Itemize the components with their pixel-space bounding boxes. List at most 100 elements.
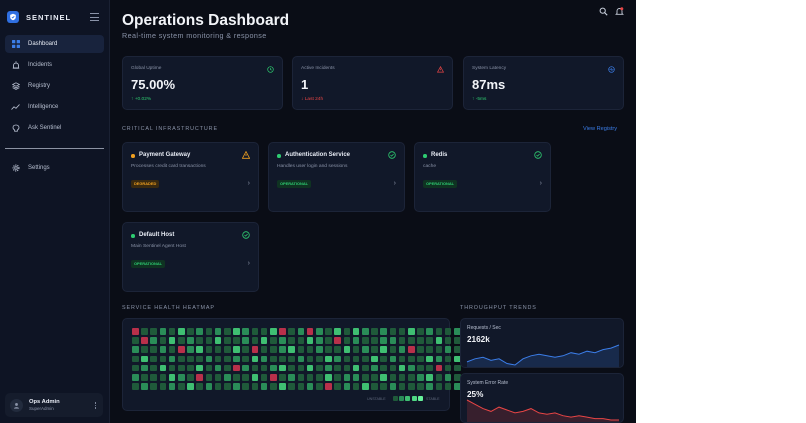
heatmap-cell[interactable] — [398, 364, 406, 372]
heatmap-cell[interactable] — [242, 328, 249, 335]
heatmap-cell[interactable] — [141, 328, 148, 335]
heatmap-cell[interactable] — [306, 355, 314, 363]
heatmap-cell[interactable] — [389, 328, 397, 335]
heatmap-cell[interactable] — [251, 364, 259, 372]
heatmap-cell[interactable] — [389, 383, 397, 390]
heatmap-cell[interactable] — [260, 337, 268, 344]
heatmap-cell[interactable] — [159, 328, 167, 335]
heatmap-cell[interactable] — [398, 346, 406, 353]
heatmap-cell[interactable] — [352, 355, 360, 363]
heatmap-cell[interactable] — [325, 364, 332, 372]
heatmap-cell[interactable] — [205, 337, 213, 344]
heatmap-cell[interactable] — [306, 374, 314, 381]
heatmap-cell[interactable] — [141, 383, 148, 390]
heatmap-cell[interactable] — [214, 346, 222, 353]
heatmap-cell[interactable] — [205, 346, 213, 353]
heatmap-cell[interactable] — [132, 337, 139, 344]
heatmap-cell[interactable] — [352, 346, 360, 353]
service-card-default-host[interactable]: Default Host Main Sentinel Agent Host OP… — [122, 222, 259, 292]
heatmap-cell[interactable] — [325, 355, 332, 363]
heatmap-cell[interactable] — [233, 374, 240, 381]
heatmap-cell[interactable] — [316, 337, 323, 344]
heatmap-cell[interactable] — [352, 337, 360, 344]
heatmap-cell[interactable] — [270, 337, 277, 344]
chevron-right-icon[interactable]: › — [539, 180, 542, 187]
heatmap-cell[interactable] — [435, 383, 443, 390]
heatmap-cell[interactable] — [150, 364, 157, 372]
heatmap-cell[interactable] — [178, 374, 185, 381]
heatmap-cell[interactable] — [371, 355, 378, 363]
heatmap-cell[interactable] — [306, 346, 314, 353]
heatmap-cell[interactable] — [214, 383, 222, 390]
heatmap-cell[interactable] — [260, 364, 268, 372]
heatmap-cell[interactable] — [435, 374, 443, 381]
heatmap-cell[interactable] — [224, 383, 231, 390]
heatmap-cell[interactable] — [260, 383, 268, 390]
search-icon[interactable] — [598, 6, 608, 16]
hamburger-menu-icon[interactable] — [90, 13, 99, 21]
heatmap-cell[interactable] — [343, 355, 351, 363]
heatmap-cell[interactable] — [159, 346, 167, 353]
heatmap-cell[interactable] — [214, 374, 222, 381]
heatmap-cell[interactable] — [242, 364, 249, 372]
heatmap-cell[interactable] — [224, 346, 231, 353]
heatmap-cell[interactable] — [224, 364, 231, 372]
sidebar-item-registry[interactable]: Registry — [5, 77, 104, 95]
heatmap-cell[interactable] — [159, 374, 167, 381]
heatmap-cell[interactable] — [260, 346, 268, 353]
heatmap-cell[interactable] — [279, 328, 286, 335]
heatmap-cell[interactable] — [168, 383, 176, 390]
heatmap-cell[interactable] — [408, 328, 415, 335]
heatmap-cell[interactable] — [288, 374, 295, 381]
heatmap-cell[interactable] — [132, 346, 139, 353]
heatmap-cell[interactable] — [444, 374, 452, 381]
heatmap-cell[interactable] — [325, 328, 332, 335]
heatmap-cell[interactable] — [242, 337, 249, 344]
heatmap-cell[interactable] — [150, 355, 157, 363]
heatmap-cell[interactable] — [178, 328, 185, 335]
heatmap-cell[interactable] — [343, 337, 351, 344]
heatmap-cell[interactable] — [417, 383, 424, 390]
heatmap-cell[interactable] — [362, 346, 369, 353]
heatmap-cell[interactable] — [435, 364, 443, 372]
heatmap-cell[interactable] — [178, 355, 185, 363]
sidebar-item-ask-sentinel[interactable]: Ask Sentinel — [5, 119, 104, 137]
view-registry-link[interactable]: View Registry — [583, 126, 618, 132]
heatmap-cell[interactable] — [141, 364, 148, 372]
heatmap-cell[interactable] — [398, 355, 406, 363]
heatmap-cell[interactable] — [168, 346, 176, 353]
heatmap-cell[interactable] — [242, 355, 249, 363]
heatmap-cell[interactable] — [168, 355, 176, 363]
heatmap-cell[interactable] — [233, 383, 240, 390]
heatmap-cell[interactable] — [288, 364, 295, 372]
heatmap-cell[interactable] — [150, 346, 157, 353]
heatmap-cell[interactable] — [398, 383, 406, 390]
heatmap-cell[interactable] — [288, 355, 295, 363]
heatmap-cell[interactable] — [233, 328, 240, 335]
heatmap-cell[interactable] — [306, 383, 314, 390]
heatmap-cell[interactable] — [316, 355, 323, 363]
heatmap-cell[interactable] — [288, 337, 295, 344]
chevron-right-icon[interactable]: › — [393, 180, 396, 187]
heatmap-cell[interactable] — [316, 383, 323, 390]
heatmap-cell[interactable] — [251, 355, 259, 363]
heatmap-cell[interactable] — [343, 364, 351, 372]
heatmap-cell[interactable] — [316, 364, 323, 372]
heatmap-cell[interactable] — [316, 328, 323, 335]
heatmap-cell[interactable] — [334, 346, 341, 353]
heatmap-cell[interactable] — [334, 383, 341, 390]
heatmap-cell[interactable] — [306, 337, 314, 344]
heatmap-cell[interactable] — [362, 364, 369, 372]
heatmap-cell[interactable] — [288, 383, 295, 390]
heatmap-cell[interactable] — [435, 337, 443, 344]
heatmap-cell[interactable] — [132, 383, 139, 390]
stat-card-latency[interactable]: System Latency 87ms ↑ -5ms — [463, 56, 624, 110]
heatmap-cell[interactable] — [371, 328, 378, 335]
heatmap-cell[interactable] — [159, 355, 167, 363]
heatmap-cell[interactable] — [435, 328, 443, 335]
heatmap-cell[interactable] — [196, 374, 203, 381]
heatmap-cell[interactable] — [196, 346, 203, 353]
heatmap-cell[interactable] — [444, 328, 452, 335]
heatmap-cell[interactable] — [325, 383, 332, 390]
heatmap-cell[interactable] — [168, 337, 176, 344]
